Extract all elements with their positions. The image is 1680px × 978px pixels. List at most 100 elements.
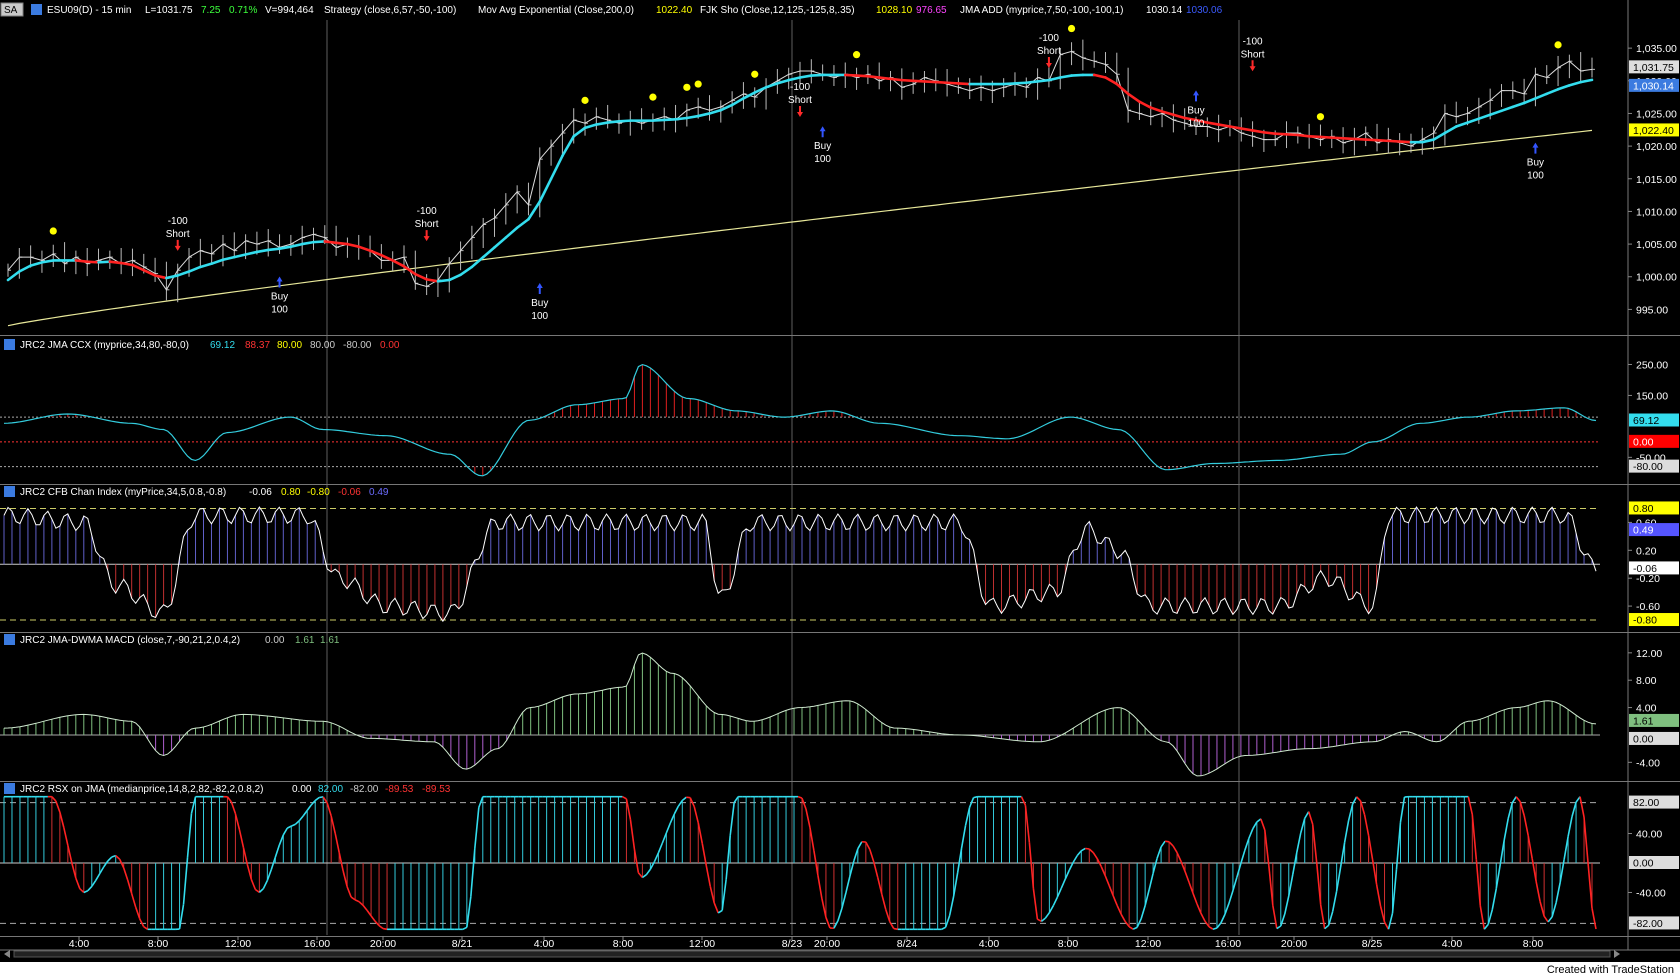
jma-segment bbox=[176, 270, 191, 277]
jma-segment bbox=[945, 81, 960, 85]
rsx-line-segment bbox=[1096, 858, 1102, 867]
rsx-line-segment bbox=[250, 879, 257, 890]
rsx-line-segment bbox=[1487, 909, 1494, 925]
rsx-line-segment bbox=[178, 904, 185, 930]
jma-segment bbox=[1104, 76, 1119, 86]
rsx-line-segment bbox=[59, 811, 65, 828]
trade-qty-label: 100 bbox=[1188, 118, 1205, 129]
rsx-line-segment bbox=[665, 822, 672, 834]
jma-segment bbox=[651, 118, 666, 122]
rsx-line-segment bbox=[657, 842, 664, 854]
rsx-line-segment bbox=[1100, 866, 1106, 877]
macd-title: JRC2 JMA-DWMA MACD (close,7,-90,21,2,0.4… bbox=[20, 635, 240, 646]
rsx-line-segment bbox=[87, 885, 93, 892]
jma-segment bbox=[1568, 80, 1582, 87]
price-axis-label: 1,010.00 bbox=[1636, 206, 1677, 218]
short-arrow bbox=[1249, 60, 1256, 72]
ccx-link-icon[interactable] bbox=[4, 339, 15, 350]
macd-link-icon[interactable] bbox=[4, 634, 15, 645]
rsx-line-segment bbox=[1068, 861, 1075, 871]
rsx-line-segment bbox=[282, 827, 288, 836]
trade-qty-label: -100 bbox=[1039, 33, 1059, 44]
rsx-line-segment bbox=[968, 797, 975, 808]
jma-segment bbox=[142, 268, 157, 277]
jma-segment bbox=[97, 260, 112, 264]
rsx-line-segment bbox=[83, 889, 89, 894]
jma-segment bbox=[674, 116, 689, 121]
rsx-line-segment bbox=[302, 809, 308, 817]
ccx-axis-label: 250.00 bbox=[1636, 359, 1668, 371]
ccx-tag-value-box bbox=[1629, 413, 1679, 427]
rsx-line-segment bbox=[637, 872, 644, 878]
rsx-line-segment bbox=[1228, 890, 1234, 904]
rsx-line-segment bbox=[1136, 918, 1142, 928]
rsx-line-segment bbox=[1311, 824, 1318, 863]
jma-segment bbox=[549, 154, 564, 181]
time-axis-label: 12:00 bbox=[1135, 938, 1161, 950]
jma-segment bbox=[572, 126, 587, 138]
rsx-line-segment bbox=[186, 813, 193, 858]
jma-segment bbox=[221, 255, 236, 262]
buy-arrow bbox=[276, 276, 283, 288]
macd-axis-label: 4.00 bbox=[1636, 703, 1657, 715]
jma-segment bbox=[855, 74, 870, 78]
trade-side-label: Short bbox=[788, 95, 812, 106]
jma-segment bbox=[1341, 136, 1356, 141]
rsx-line-segment bbox=[122, 867, 129, 881]
trade-qty-label: 100 bbox=[1527, 171, 1544, 182]
ccx-v3: 80.00 bbox=[277, 340, 302, 351]
rsx-line-segment bbox=[1523, 815, 1529, 836]
jma-segment bbox=[583, 123, 598, 130]
rsx-line-segment bbox=[1555, 882, 1561, 903]
buy-arrow bbox=[1193, 90, 1199, 102]
trade-side-label: Buy bbox=[814, 141, 831, 152]
rsx-line-segment bbox=[1579, 796, 1585, 818]
rsx-line-segment bbox=[1236, 863, 1242, 878]
price-axis-label: 1,015.00 bbox=[1636, 174, 1677, 186]
cfb-tag-value: 0.49 bbox=[1633, 525, 1654, 537]
rsx-line-segment bbox=[51, 796, 57, 802]
ccx-v6: 0.00 bbox=[380, 340, 400, 351]
rsx-line-segment bbox=[1483, 923, 1489, 930]
cfb-axis-label: -0.20 bbox=[1636, 573, 1660, 585]
price-axis-label: 1,020.00 bbox=[1636, 141, 1677, 153]
jma-segment bbox=[1273, 132, 1288, 136]
jma-segment bbox=[1149, 106, 1164, 113]
rsx-line-segment bbox=[99, 866, 105, 875]
rsx-link-icon[interactable] bbox=[4, 783, 15, 794]
rsx-line-segment bbox=[1304, 811, 1310, 819]
time-axis-label: 12:00 bbox=[225, 938, 251, 950]
jma-segment bbox=[877, 76, 892, 81]
trade-side-label: Buy bbox=[531, 298, 548, 309]
rsx-line-segment bbox=[673, 805, 680, 815]
jma-segment bbox=[199, 262, 213, 269]
macd-line bbox=[3, 652, 1597, 777]
pct-change: 0.71% bbox=[229, 5, 257, 16]
rsx-line-segment bbox=[1475, 859, 1482, 906]
rsx-line-segment bbox=[230, 801, 237, 814]
rsx-line-segment bbox=[1052, 896, 1059, 906]
cfb-link-icon[interactable] bbox=[4, 486, 15, 497]
rsx-line-segment bbox=[134, 906, 141, 919]
rsx-line-segment bbox=[1020, 796, 1027, 806]
rsx-line-segment bbox=[1044, 912, 1051, 919]
rsx-line-segment bbox=[1535, 881, 1541, 902]
rsx-line-segment bbox=[725, 835, 731, 880]
rsx-line-segment bbox=[234, 813, 241, 830]
symbol-tag-box[interactable] bbox=[0, 2, 24, 17]
rsx-line-segment bbox=[474, 807, 480, 849]
price-tag-ema-box bbox=[1629, 123, 1679, 137]
time-axis-label: 8/24 bbox=[897, 938, 918, 950]
rsx-line-segment bbox=[1076, 850, 1082, 857]
rsx-line-segment bbox=[649, 861, 656, 870]
jma-segment bbox=[255, 248, 270, 254]
rsx-line-segment bbox=[286, 825, 292, 829]
scroll-right-icon bbox=[1614, 950, 1620, 958]
link-icon[interactable] bbox=[31, 4, 42, 15]
trade-side-label: Short bbox=[1037, 46, 1061, 57]
jma-label: JMA ADD (myprice,7,50,-100,-100,1) bbox=[960, 5, 1123, 16]
price-tag-last: 1,031.75 bbox=[1633, 62, 1674, 74]
jma-segment bbox=[1228, 125, 1243, 130]
rsx-line-segment bbox=[1395, 822, 1402, 870]
rsx-line-segment bbox=[677, 800, 683, 807]
